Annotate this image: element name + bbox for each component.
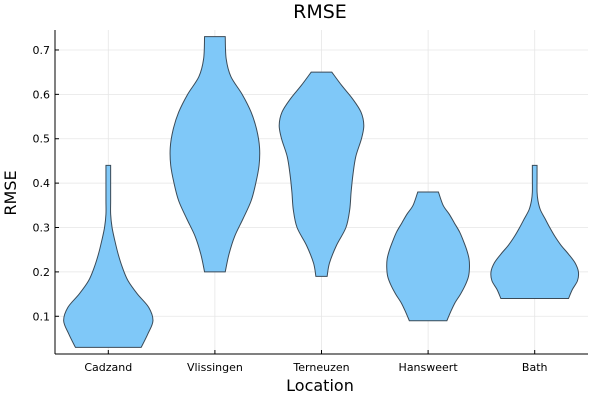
violin-series — [63, 36, 580, 348]
y-tick-label: 0.7 — [33, 44, 51, 57]
x-ticks: Cadzand Vlissingen Terneuzen Hansweert Bath — [84, 350, 548, 374]
y-tick-label: 0.6 — [33, 88, 51, 101]
x-tick-label: Cadzand — [84, 361, 132, 374]
x-tick-label: Vlissingen — [187, 361, 243, 374]
violin-vlissingen — [169, 36, 261, 273]
violin-hansweert — [386, 191, 470, 322]
y-ticks: 0.1 0.2 0.3 0.4 0.5 0.6 0.7 — [33, 44, 59, 323]
y-tick-label: 0.4 — [33, 177, 51, 190]
y-tick-label: 0.5 — [33, 133, 51, 146]
x-axis-label: Location — [286, 376, 354, 395]
x-tick-label: Terneuzen — [292, 361, 349, 374]
y-axis-label: RMSE — [1, 170, 20, 215]
violin-cadzand — [63, 164, 154, 348]
x-tick-label: Hansweert — [399, 361, 459, 374]
y-tick-label: 0.2 — [33, 266, 51, 279]
y-tick-label: 0.3 — [33, 222, 51, 235]
x-tick-label: Bath — [522, 361, 548, 374]
violin-bath — [490, 164, 580, 300]
y-tick-label: 0.1 — [33, 310, 51, 323]
chart-title: RMSE — [293, 1, 347, 23]
violin-terneuzen — [278, 71, 365, 277]
